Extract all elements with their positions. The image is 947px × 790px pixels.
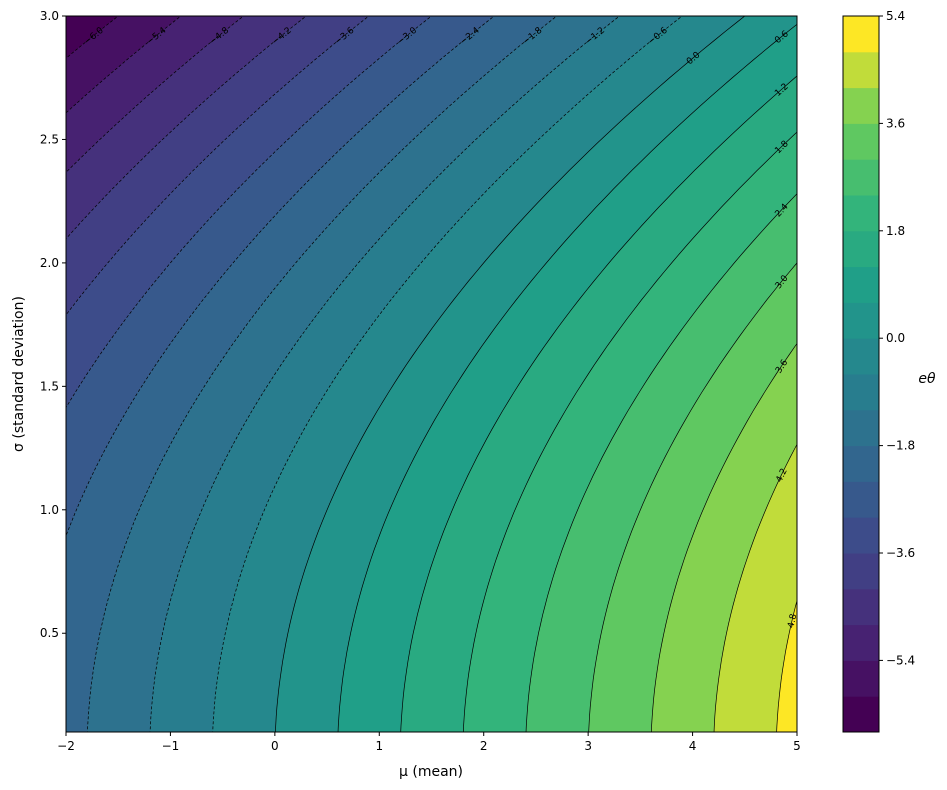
x-tick-label: 1 <box>375 739 383 753</box>
contour-line <box>66 16 495 537</box>
contour-band <box>776 599 797 732</box>
colorbar-tick-label: −1.8 <box>886 439 915 453</box>
x-axis-label: μ (mean) <box>399 764 463 780</box>
y-tick-label: 1.0 <box>40 503 59 517</box>
plot-frame <box>65 15 798 733</box>
colorbar-segment <box>843 87 879 124</box>
y-tick-label: 2.0 <box>40 256 59 270</box>
colorbar-segment <box>843 374 879 411</box>
contour-line <box>212 16 683 732</box>
colorbar-segment <box>843 123 879 160</box>
y-tick-label: 3.0 <box>40 9 59 23</box>
colorbar-segment <box>843 624 879 661</box>
colorbar-segment <box>843 660 879 697</box>
colorbar-segment <box>843 338 879 375</box>
colorbar-segment <box>843 481 879 518</box>
contour-line <box>650 342 797 732</box>
colorbar: −5.4 −3.6 −1.8 0.0 1.8 3.6 5.4 <box>842 9 915 733</box>
contour-label: 4.8 <box>786 613 799 629</box>
colorbar-tick-label: 5.4 <box>886 9 905 23</box>
contour-line <box>525 193 797 732</box>
x-tick-label: 2 <box>480 739 488 753</box>
colorbar-segment <box>843 16 879 53</box>
colorbar-segment <box>843 266 879 303</box>
x-tick-label: −1 <box>162 739 180 753</box>
x-tick-label: −2 <box>57 739 75 753</box>
x-tick-label: 4 <box>689 739 697 753</box>
colorbar-segment <box>843 553 879 590</box>
y-tick-label: 1.5 <box>40 379 59 393</box>
y-axis-label: σ (standard deviation) <box>11 296 27 452</box>
colorbar-tick-label: −5.4 <box>886 653 915 667</box>
contour-line <box>462 131 797 732</box>
y-tick-label: 2.5 <box>40 132 59 146</box>
colorbar-segment <box>843 51 879 89</box>
contour-lines <box>66 16 797 732</box>
contour-line <box>149 16 621 732</box>
contour-line <box>66 16 433 409</box>
colorbar-tick-label: 3.6 <box>886 116 905 130</box>
colorbar-frame <box>842 15 880 733</box>
contour-line <box>275 16 746 732</box>
axes: −2 −1 0 1 2 3 4 5 0.5 1.0 1.5 2.0 2.5 3.0 <box>40 9 801 753</box>
colorbar-tick-label: −3.6 <box>886 546 915 560</box>
filled-contours <box>66 16 797 732</box>
colorbar-segment <box>843 588 879 626</box>
contour-band <box>66 16 307 240</box>
colorbar-segment <box>843 159 879 196</box>
x-tick-label: 3 <box>584 739 592 753</box>
contour-band <box>66 16 182 114</box>
contour-band <box>66 16 244 173</box>
colorbar-segment <box>843 696 879 733</box>
x-tick-label: 5 <box>793 739 801 753</box>
contour-line <box>776 599 797 732</box>
colorbar-segment <box>843 195 879 232</box>
contour-band <box>66 16 119 59</box>
colorbar-segment <box>843 517 879 554</box>
contour-line <box>588 262 797 732</box>
contour-line <box>87 16 558 732</box>
colorbar-tick-label: 1.8 <box>886 224 905 238</box>
x-tick-label: 0 <box>271 739 279 753</box>
colorbar-segment <box>843 445 879 482</box>
contour-line <box>713 443 797 732</box>
colorbar-tick-label: 0.0 <box>886 331 905 345</box>
colorbar-segment <box>843 230 879 268</box>
colorbar-segment <box>843 409 879 447</box>
colorbar-segment <box>843 302 879 339</box>
contour-line <box>337 23 797 732</box>
y-tick-label: 0.5 <box>40 626 59 640</box>
colorbar-label: eθ <box>918 371 936 387</box>
contour-line <box>400 75 797 732</box>
